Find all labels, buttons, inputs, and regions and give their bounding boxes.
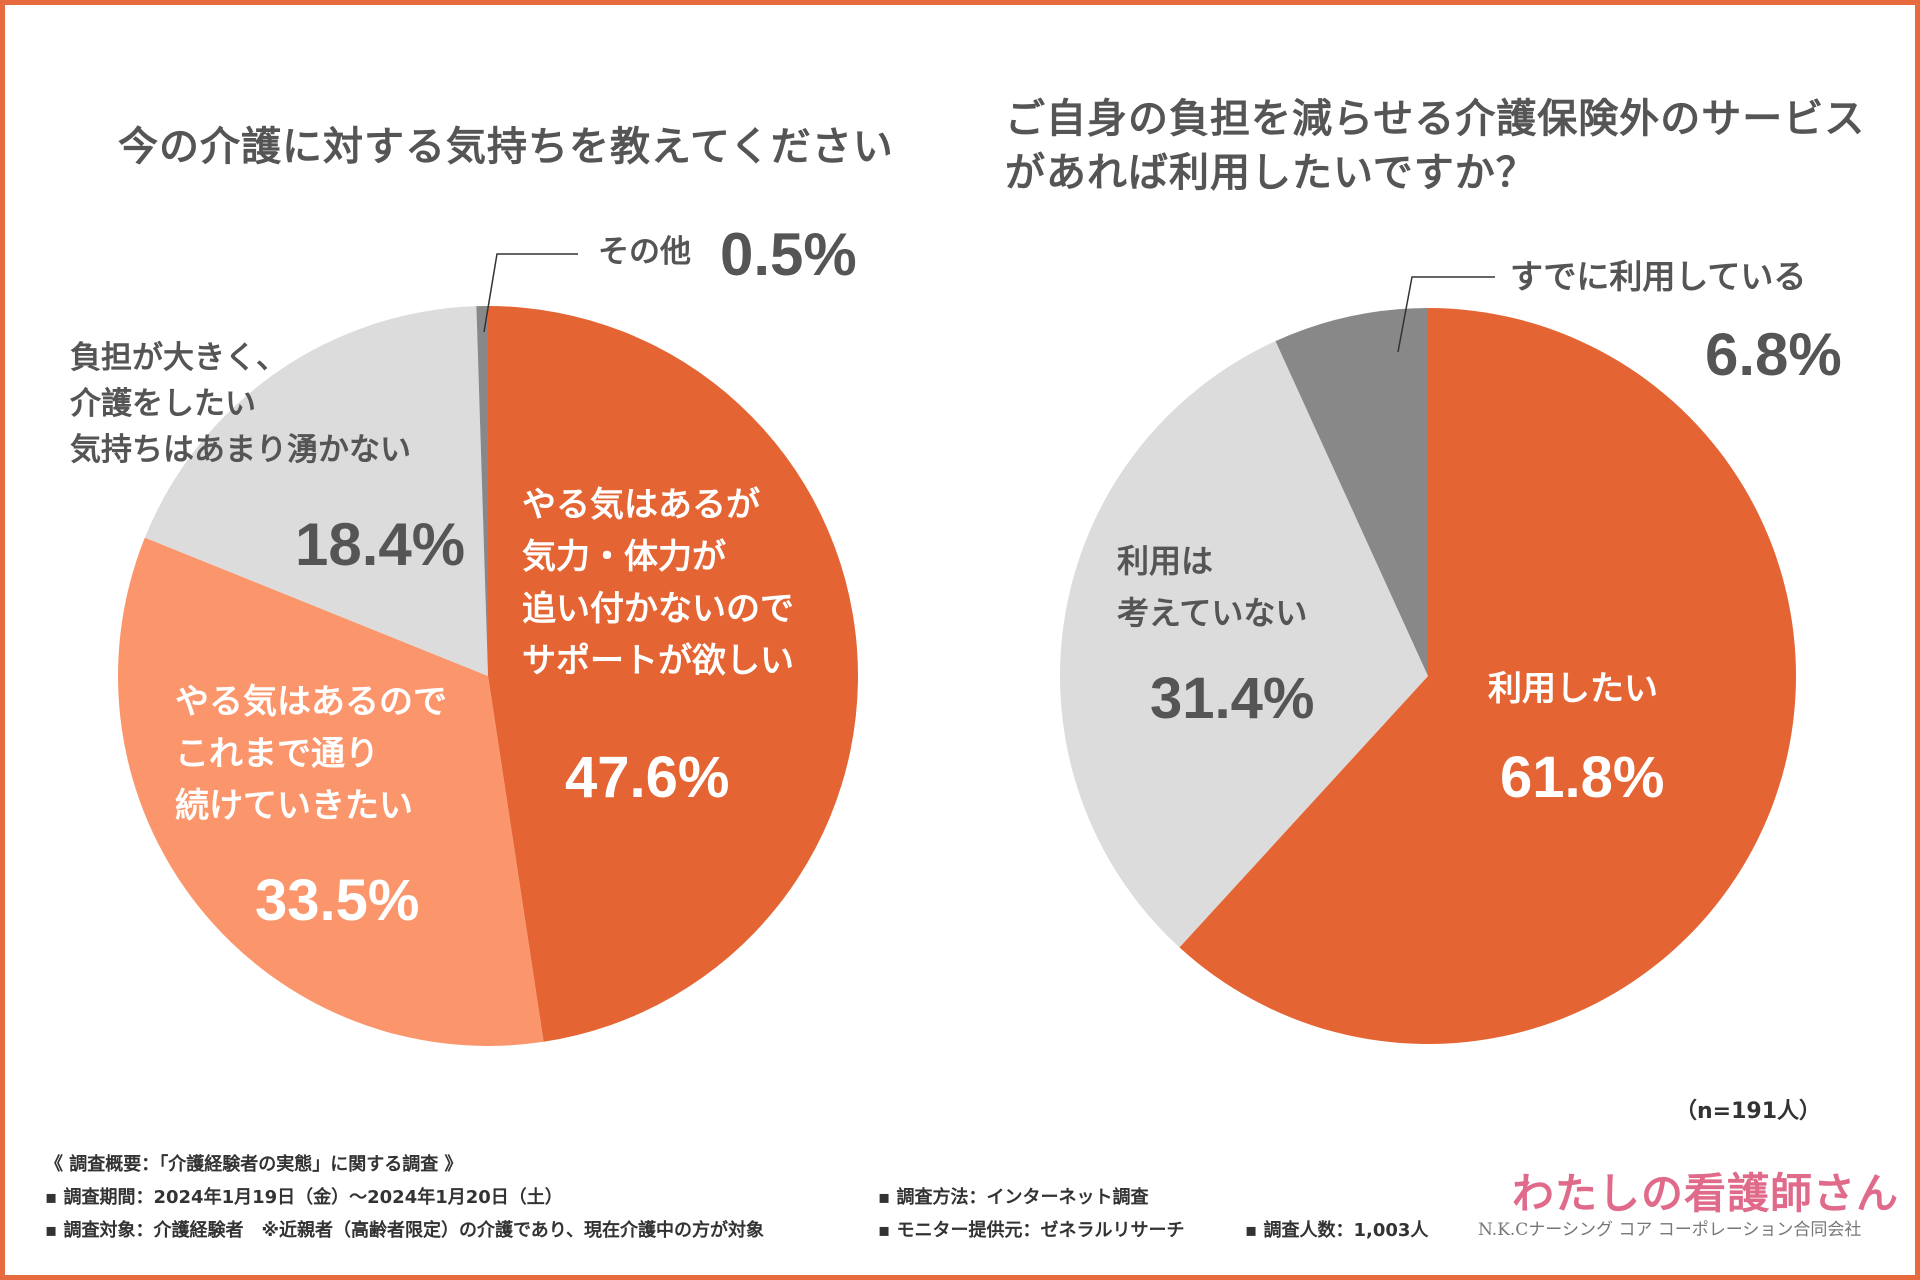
pie-slice <box>488 306 858 1042</box>
slice-value-label: 61.8% <box>1500 745 1664 810</box>
survey-provider: ▪ モニター提供元：ゼネラルリサーチ <box>878 1220 1185 1241</box>
survey-method: ▪ 調査方法：インターネット調査 <box>878 1187 1149 1208</box>
company-name: N.K.Cナーシング コア コーポレーション合同会社 <box>1478 1220 1862 1240</box>
leader-line <box>1397 276 1495 353</box>
pie-slice <box>117 537 544 1046</box>
slice-value-label: 31.4% <box>1150 666 1314 731</box>
chart1-title: 今の介護に対する気持ちを教えてください <box>118 124 894 170</box>
slice-label: 利用したい <box>1488 669 1658 709</box>
brand-logo: わたしの看護師さん <box>1512 1169 1900 1218</box>
pie-chart-2: 利用したい 61.8% 利用は考えていない 31.4% すでに利用している 6.8% <box>1059 257 1842 1044</box>
survey-count: ▪ 調査人数：1,003人 <box>1245 1220 1429 1241</box>
slice-label: やる気はあるのでこれまで通り続けていきたい <box>175 682 447 826</box>
slice-value-label: 47.6% <box>565 745 729 810</box>
slice-label: その他 <box>598 234 691 270</box>
slice-value-label: 18.4% <box>295 511 465 578</box>
pie-slice <box>1275 308 1428 676</box>
slice-label: 負担が大きく、介護をしたい気持ちはあまり湧かない <box>69 340 411 468</box>
pie-slice <box>144 306 489 676</box>
pie-slice <box>1179 308 1796 1044</box>
survey-target: ▪ 調査対象：介護経験者 ※近親者（高齢者限定）の介護であり、現在介護中の方が対… <box>45 1220 765 1241</box>
sample-size-label: （n=191人） <box>1675 1099 1822 1124</box>
survey-heading: 《 調査概要：「介護経験者の実態」に関する調査 》 <box>45 1154 463 1175</box>
slice-label: やる気はあるが気力・体力が追い付かないのでサポートが欲しい <box>522 485 794 681</box>
leader-line <box>483 253 578 333</box>
survey-period: ▪ 調査期間：2024年1月19日（金）〜2024年1月20日（土） <box>45 1187 563 1208</box>
pie-slice <box>1059 341 1428 948</box>
slice-value-label: 6.8% <box>1705 321 1842 388</box>
slice-value-label: 0.5% <box>720 221 857 288</box>
chart2-title: ご自身の負担を減らせる介護保険外のサービスがあれば利用したいですか？ <box>1005 96 1866 196</box>
slice-label: すでに利用している <box>1510 257 1806 296</box>
slice-value-label: 33.5% <box>255 868 419 933</box>
slice-label: 利用は考えていない <box>1117 542 1307 632</box>
pie-chart-1: やる気はあるが気力・体力が追い付かないのでサポートが欲しい 47.6% やる気はある… <box>69 221 858 1046</box>
pie-slice <box>476 306 488 676</box>
